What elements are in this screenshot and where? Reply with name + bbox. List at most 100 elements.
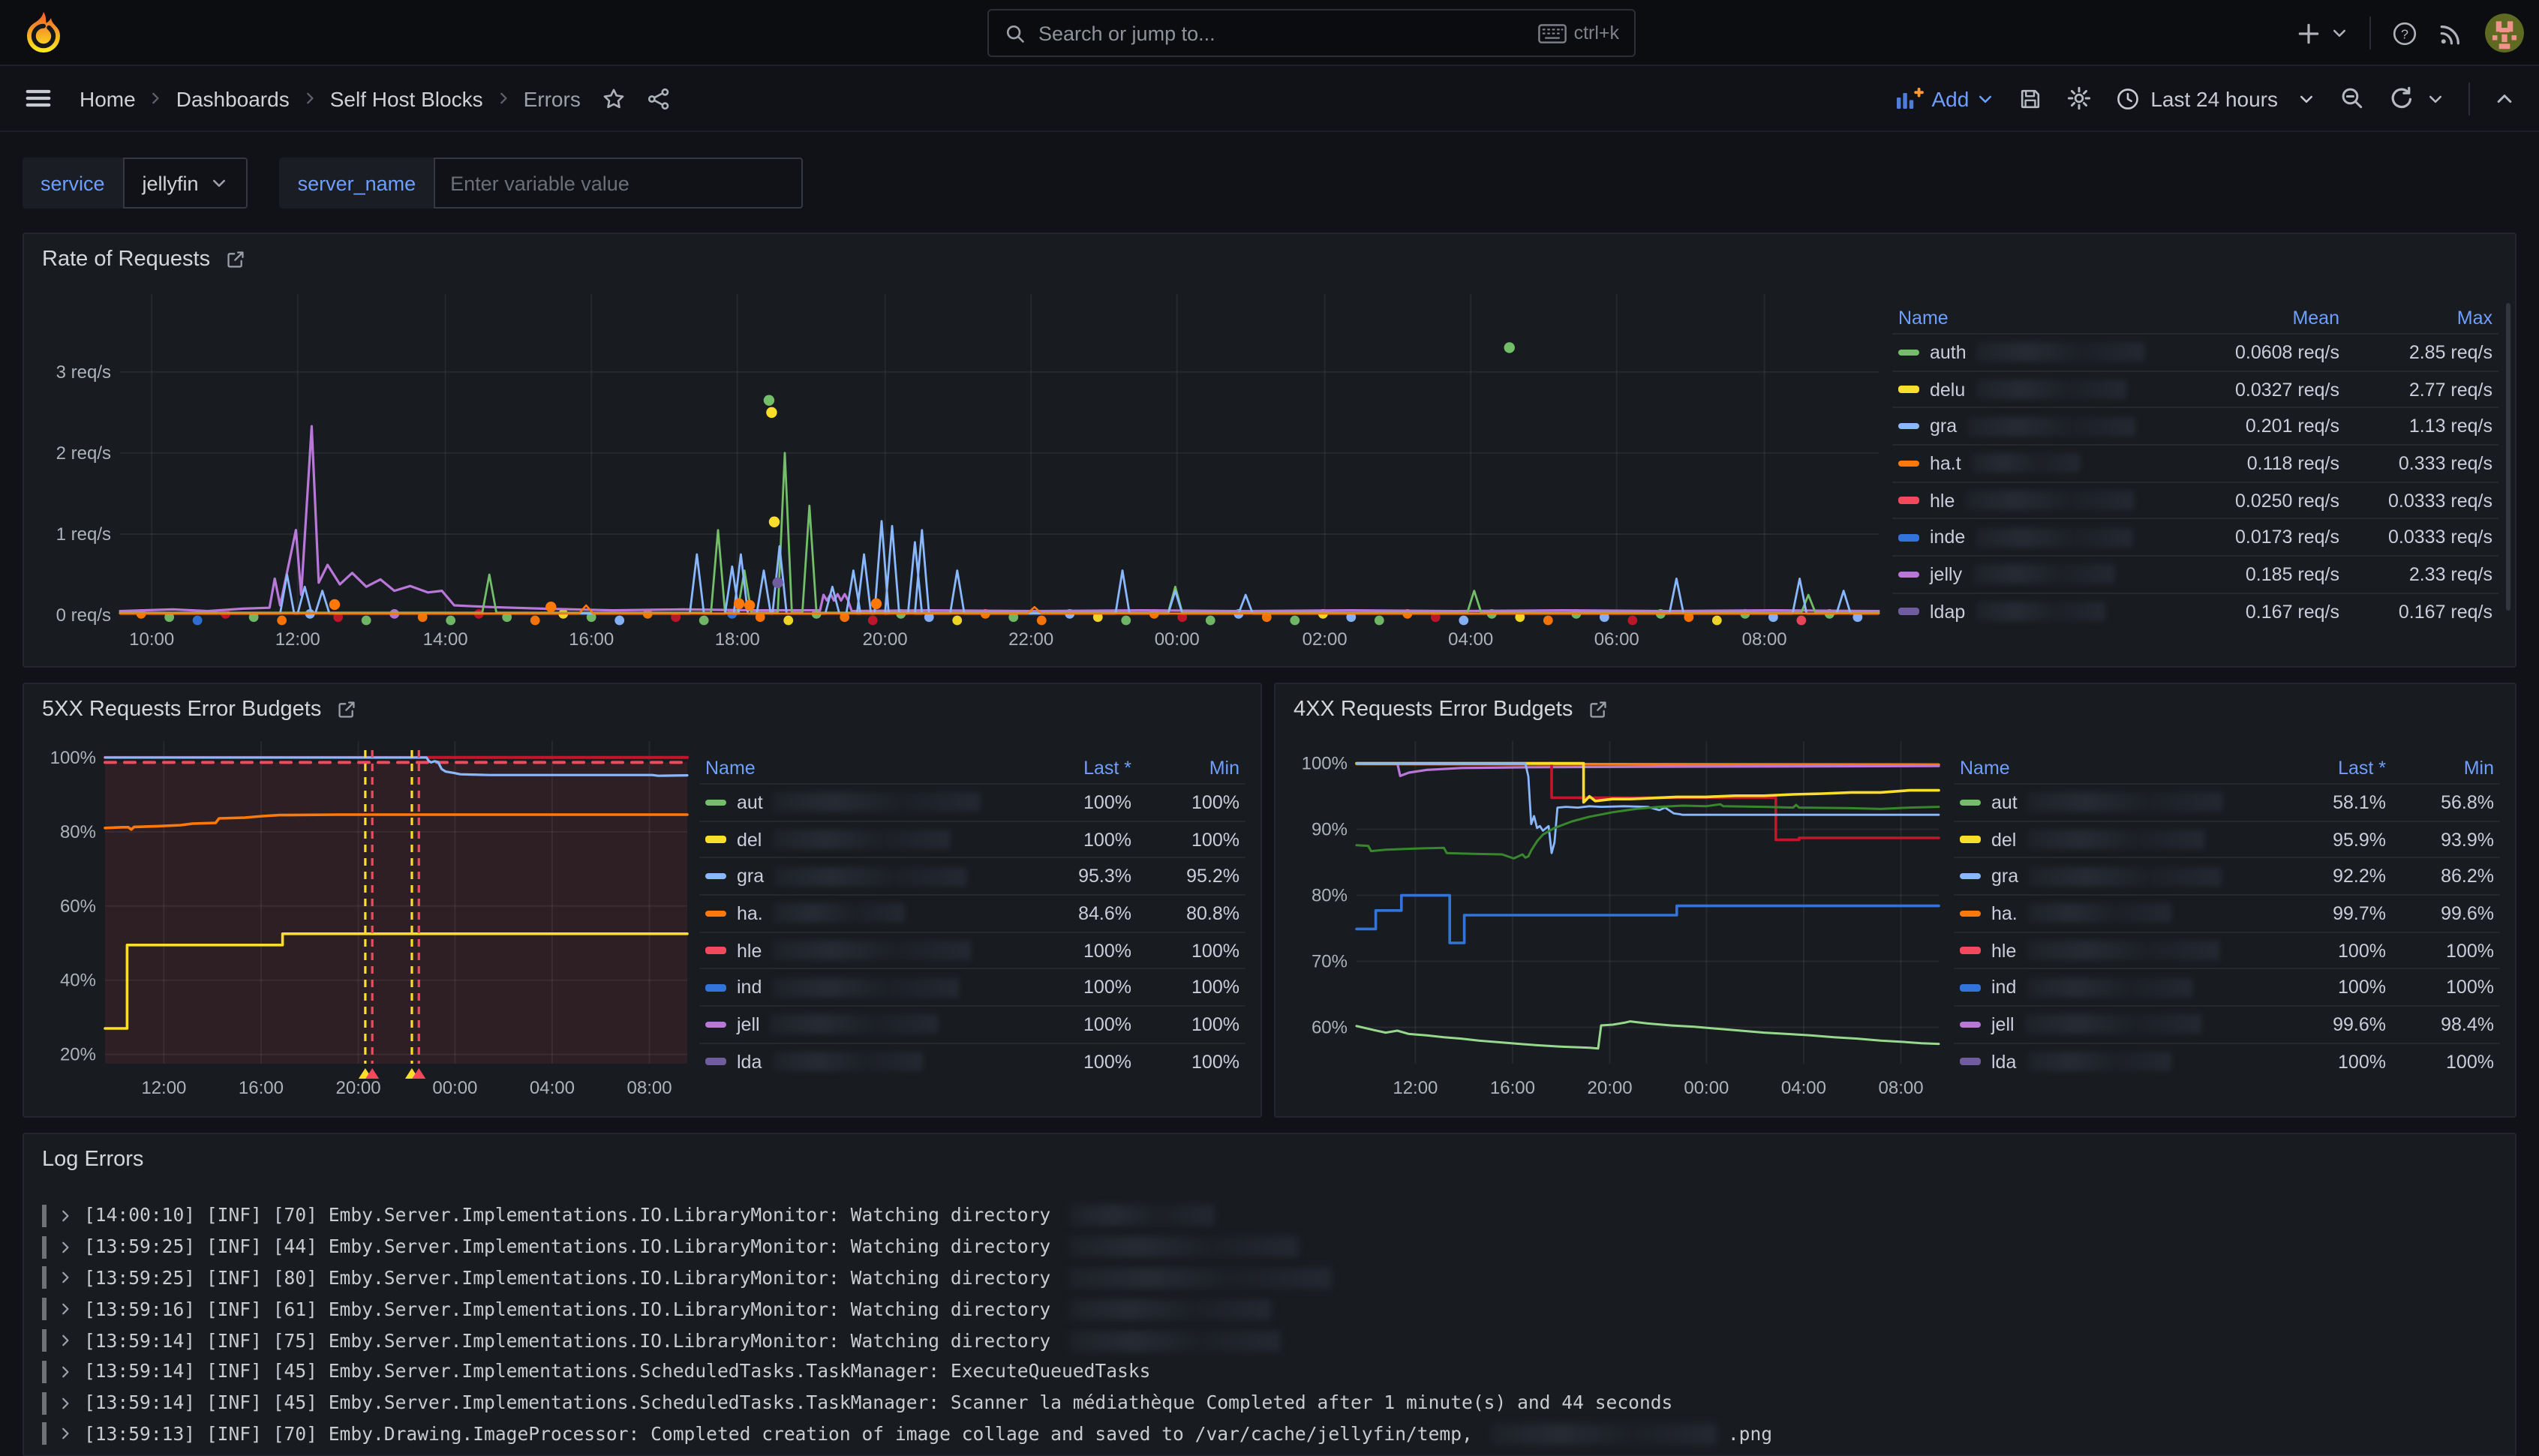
log-line[interactable]: [13:59:16] [INF] [61] Emby.Server.Implem… <box>42 1294 2503 1325</box>
service-variable-select[interactable]: jellyfin <box>122 158 248 209</box>
legend-series-name[interactable]: del <box>705 829 999 850</box>
log-expand-icon[interactable] <box>57 1332 74 1349</box>
log-line[interactable]: [13:59:25] [INF] [80] Emby.Server.Implem… <box>42 1262 2503 1294</box>
legend-series-name[interactable]: gra <box>1960 866 2254 887</box>
log-expand-icon[interactable] <box>57 1301 74 1318</box>
series-color-swatch <box>705 984 726 992</box>
breadcrumb-item-self-host-blocks[interactable]: Self Host Blocks <box>329 86 483 110</box>
refresh-button[interactable] <box>2389 86 2414 111</box>
legend-series-name[interactable]: inde <box>1898 527 2162 548</box>
clock-icon <box>2116 86 2140 110</box>
legend-column-name[interactable]: Name <box>1960 758 2010 779</box>
legend-column-min[interactable]: Min <box>2463 758 2494 779</box>
breadcrumb-item-home[interactable]: Home <box>80 86 136 110</box>
legend-column-last[interactable]: Last * <box>1083 758 1131 779</box>
legend-scrollbar[interactable] <box>2506 303 2510 611</box>
legend-series-name[interactable]: del <box>1960 829 2254 850</box>
legend-series-name[interactable]: ind <box>1960 977 2254 998</box>
fourxx-chart[interactable]: 60% 70% 80% 90% 100% 12:00 16:00 20:00 00:00 04:0… <box>1288 729 1948 1107</box>
grafana-logo-icon[interactable] <box>24 12 63 54</box>
legend-series-name[interactable]: jelly <box>1898 564 2162 585</box>
legend-series-name[interactable]: ldap <box>1898 601 2162 622</box>
legend-series-name[interactable]: ha.t <box>1898 453 2162 474</box>
dashboard-settings-button[interactable] <box>2066 86 2092 111</box>
refresh-interval-chevron-icon[interactable] <box>2426 89 2444 107</box>
server-name-variable-input[interactable] <box>434 158 804 209</box>
legend-series-name[interactable]: ha. <box>705 903 999 924</box>
rate-of-requests-chart[interactable]: 0 req/s 1 req/s 2 req/s 3 req/s 10:00 12:00 14… <box>36 285 1885 663</box>
log-line[interactable]: [13:59:14] [INF] [75] Emby.Server.Implem… <box>42 1325 2503 1356</box>
log-line[interactable]: [13:59:14] [INF] [45] Emby.Server.Implem… <box>42 1356 2503 1388</box>
legend-column-max[interactable]: Max <box>2456 308 2492 329</box>
redacted-text <box>1070 1267 1332 1289</box>
legend-series-name[interactable]: aut <box>705 792 999 813</box>
collapse-toolbar-icon[interactable] <box>2494 88 2515 109</box>
external-link-icon[interactable] <box>225 249 246 270</box>
legend-series-name[interactable]: hle <box>1898 490 2162 511</box>
news-icon[interactable] <box>2438 20 2464 46</box>
redacted-text <box>1070 1205 1215 1226</box>
new-item-button[interactable] <box>2296 20 2321 46</box>
search-input[interactable]: Search or jump to... ctrl+k <box>987 9 1636 57</box>
log-line[interactable]: [13:59:14] [INF] [45] Emby.Server.Implem… <box>42 1388 2503 1419</box>
legend-series-name[interactable]: gra <box>705 866 999 887</box>
share-icon[interactable] <box>647 86 671 110</box>
breadcrumb-item-dashboards[interactable]: Dashboards <box>176 86 290 110</box>
log-expand-icon[interactable] <box>57 1208 74 1224</box>
legend-column-mean[interactable]: Mean <box>2292 308 2339 329</box>
legend-series-name[interactable]: hle <box>1960 940 2254 961</box>
svg-text:70%: 70% <box>1312 952 1348 972</box>
add-button[interactable]: Add <box>1895 86 1994 110</box>
log-expand-icon[interactable] <box>57 1270 74 1286</box>
avatar[interactable] <box>2485 14 2524 53</box>
panel-title[interactable]: Rate of Requests <box>42 248 211 272</box>
legend-series-name[interactable]: hle <box>705 940 999 961</box>
redacted-name <box>2027 1052 2171 1072</box>
redacted-text <box>1070 1330 1281 1352</box>
legend-series-name[interactable]: gra <box>1898 416 2162 437</box>
legend-series-name[interactable]: lda <box>705 1051 999 1072</box>
legend-column-last[interactable]: Last * <box>2338 758 2386 779</box>
panel-title[interactable]: Log Errors <box>42 1148 144 1172</box>
legend-series-name[interactable]: auth <box>1898 342 2162 363</box>
favorite-star-icon[interactable] <box>602 86 626 110</box>
legend-series-name[interactable]: ha. <box>1960 903 2254 924</box>
legend-series-name[interactable]: jell <box>1960 1014 2254 1035</box>
legend-value-1: 100% <box>1083 829 1131 851</box>
legend-value-2: 2.85 req/s <box>2408 341 2492 363</box>
log-expand-icon[interactable] <box>57 1238 74 1255</box>
zoom-out-button[interactable] <box>2339 86 2365 111</box>
legend-column-name[interactable]: Name <box>1898 308 1949 329</box>
panel-title[interactable]: 5XX Requests Error Budgets <box>42 698 322 722</box>
legend-series-name[interactable]: ind <box>705 977 999 998</box>
log-expand-icon[interactable] <box>57 1364 74 1380</box>
save-dashboard-button[interactable] <box>2018 86 2042 110</box>
legend-column-min[interactable]: Min <box>1209 758 1239 779</box>
log-expand-icon[interactable] <box>57 1394 74 1411</box>
svg-text:1 req/s: 1 req/s <box>56 524 111 545</box>
external-link-icon[interactable] <box>336 699 357 720</box>
fivexx-chart[interactable]: 20% 40% 60% 80% 100% 12:00 16:00 20:00 00:00 04:0… <box>36 729 696 1107</box>
series-name-prefix: del <box>737 829 762 851</box>
log-line[interactable]: [13:59:13] [INF] [70] Emby.Drawing.Image… <box>42 1418 2503 1450</box>
menu-toggle-icon[interactable] <box>24 84 53 113</box>
help-icon[interactable]: ? <box>2392 20 2417 46</box>
legend-row: ind 100% 100% <box>699 968 1245 1005</box>
external-link-icon[interactable] <box>1588 699 1609 720</box>
legend-value-1: 99.7% <box>2333 902 2386 924</box>
log-line[interactable]: [14:00:10] [INF] [70] Emby.Server.Implem… <box>42 1200 2503 1232</box>
panel-title[interactable]: 4XX Requests Error Budgets <box>1294 698 1573 722</box>
breadcrumb-item-errors[interactable]: Errors <box>523 86 581 110</box>
redacted-name <box>1967 416 2136 437</box>
legend-series-name[interactable]: delu <box>1898 379 2162 400</box>
new-item-chevron-icon[interactable] <box>2330 24 2348 42</box>
log-expand-icon[interactable] <box>57 1426 74 1442</box>
legend-series-name[interactable]: aut <box>1960 792 2254 813</box>
service-variable-label: service <box>23 158 123 209</box>
redacted-name <box>1976 380 2126 400</box>
time-range-picker[interactable]: Last 24 hours <box>2116 86 2315 110</box>
legend-column-name[interactable]: Name <box>705 758 756 779</box>
legend-series-name[interactable]: jell <box>705 1014 999 1035</box>
log-line[interactable]: [13:59:25] [INF] [44] Emby.Server.Implem… <box>42 1232 2503 1263</box>
legend-series-name[interactable]: lda <box>1960 1051 2254 1072</box>
